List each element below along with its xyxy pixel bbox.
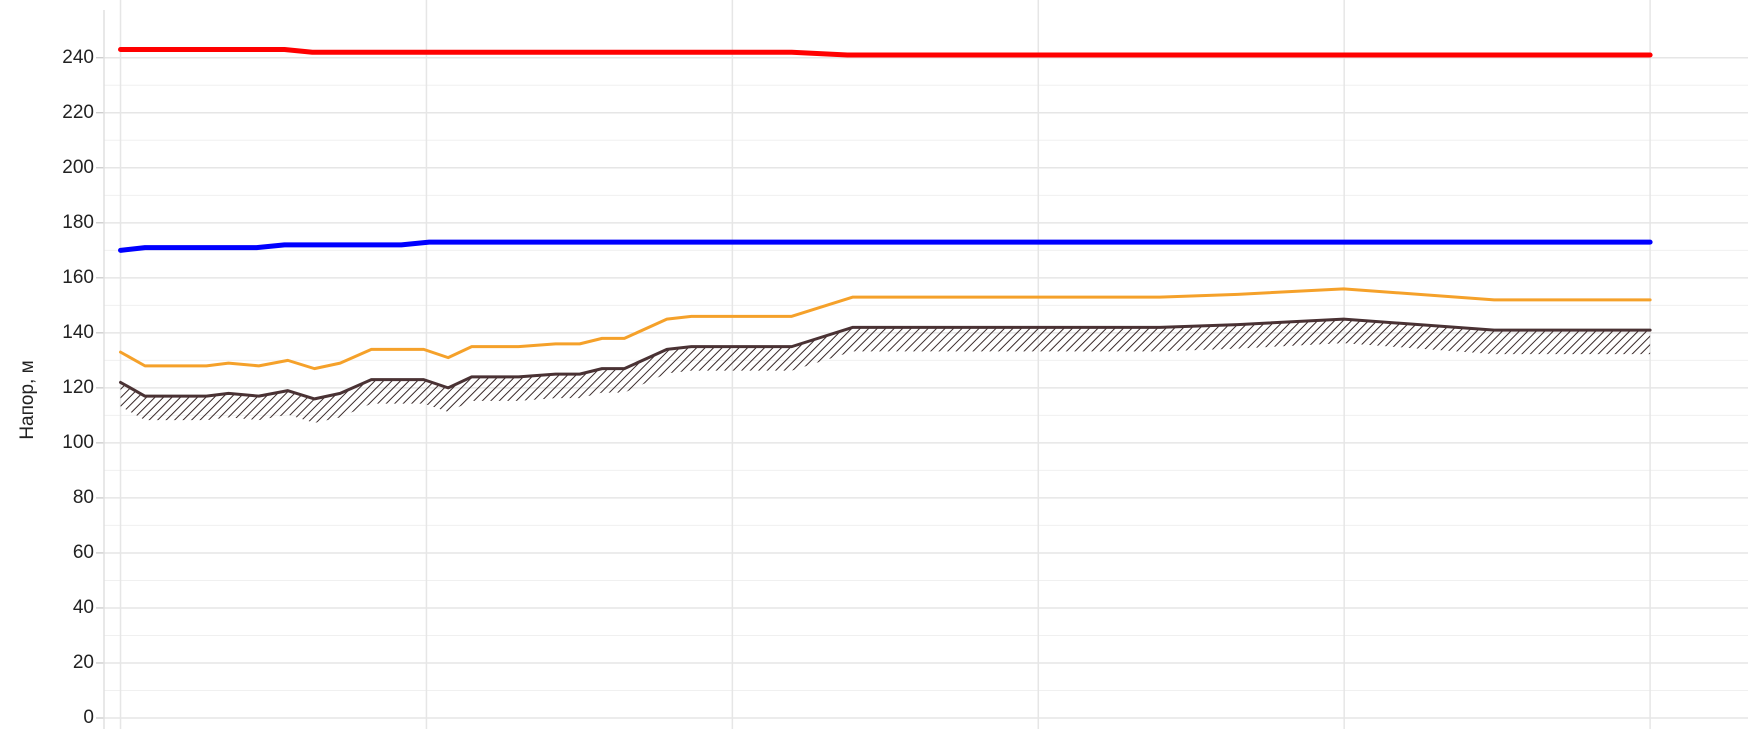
series-line — [119, 287, 1652, 371]
y-tick-label: 220 — [62, 102, 94, 123]
series-line — [118, 239, 1653, 253]
y-tick-label: 140 — [62, 322, 94, 343]
y-tick-label: 200 — [62, 157, 94, 178]
y-tick-label: 40 — [73, 597, 94, 618]
y-tick-label: 180 — [62, 212, 94, 233]
y-tick-label: 0 — [83, 707, 94, 728]
y-tick-label: 160 — [62, 267, 94, 288]
hatched-area — [120, 319, 1651, 423]
y-tick-label: 80 — [73, 487, 94, 508]
series-line — [118, 47, 1653, 58]
y-tick-label: 60 — [73, 542, 94, 563]
y-tick-label: 240 — [62, 47, 94, 68]
series-line — [119, 317, 1652, 401]
y-tick-label: 100 — [62, 432, 94, 453]
y-tick-label: 120 — [62, 377, 94, 398]
y-tick-label: 20 — [73, 652, 94, 673]
y-axis-label: Напор, м — [17, 360, 38, 439]
